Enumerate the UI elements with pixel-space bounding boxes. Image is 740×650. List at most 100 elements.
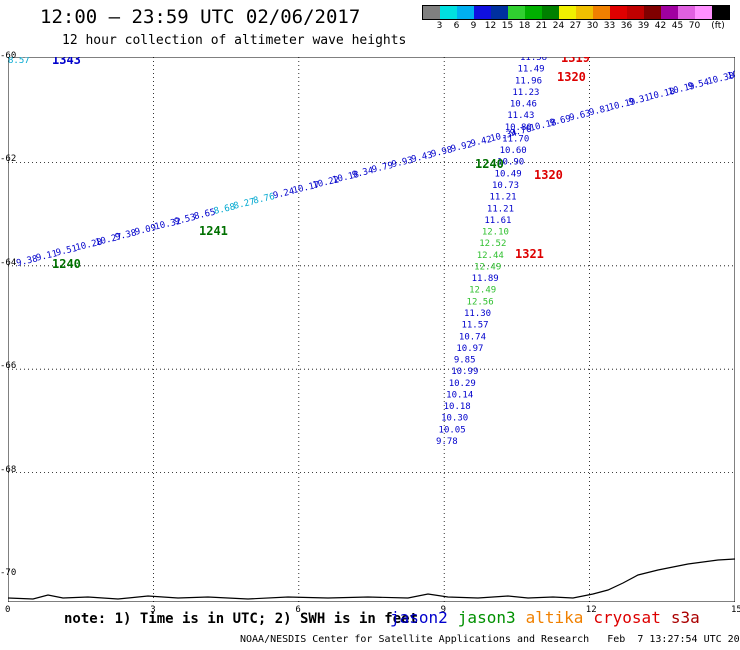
scale-tick-label: 45 [671,21,684,31]
swh-value: 8.65 [193,208,216,223]
swh-value: 11.21 [489,193,516,203]
swh-value: 9.78 [436,437,458,447]
x-tick-label: 9 [440,605,447,615]
map-title: 12:00 — 23:59 UTC 02/06/2017 [40,6,361,28]
swh-value: 10.90 [497,158,524,168]
pass-time-label: 1319 [561,57,590,65]
scale-tick-label: 21 [535,21,548,31]
scale-tick-label: 27 [569,21,582,31]
swh-value: 9.38 [114,228,137,243]
swh-value: 9.53 [173,213,196,228]
swh-value: 11.70 [502,134,529,144]
scale-swatch [695,6,712,19]
pass-time-label: 1240 [475,157,504,171]
legend-s3a: s3a [670,608,700,627]
swh-value: 9.76 [509,124,532,139]
swh-value: 10.18 [444,402,471,412]
color-scale-bar [422,5,730,20]
scale-tick-label: 33 [603,21,616,31]
swh-value: 11.30 [464,309,491,319]
swh-value: 9.11 [35,249,58,264]
x-tick-label: 3 [150,605,156,615]
scale-swatch [491,6,508,19]
swh-value: 12.49 [469,286,496,296]
legend-jason3: jason3 [457,608,516,627]
scale-swatch [440,6,457,19]
swh-value: 9.34 [351,166,374,181]
legend-jason2: jason2 [390,608,448,627]
swh-value: 10.80 [505,123,532,133]
swh-value: 11.23 [512,88,539,98]
scale-tick-label: 42 [654,21,667,31]
swh-value: 9.24 [272,187,295,202]
swh-value: 8.57 [8,57,30,66]
swh-value: 11.61 [484,216,511,226]
color-scale-labels: 3 6 9 12 15 18 21 24 27 30 33 36 39 42 45 70 (ft) [422,20,730,34]
swh-value: 12.49 [474,262,501,272]
swh-value: 11.57 [461,321,488,331]
scale-tick-label: 30 [586,21,599,31]
swh-value: 8.27 [233,197,256,212]
swh-value: 8.76 [252,192,275,207]
map-frame [8,57,735,602]
map-grid [8,57,735,602]
scale-swatch [712,6,729,19]
altimeter-map: 8.579.389.119.5110.2810.279.389.0910.329… [8,57,735,602]
swh-value: 12.10 [482,228,509,238]
swh-value: 9.63 [568,109,591,124]
wave-height-color-scale: 3 6 9 12 15 18 21 24 27 30 33 36 39 42 45 70 (ft) [422,5,730,34]
swh-value: 10.73 [492,181,519,191]
pass-time-label: 1241 [199,224,228,238]
map-subtitle: 12 hour collection of altimeter wave hei… [62,33,407,48]
scale-swatch [559,6,576,19]
swh-value: 9.42 [470,135,493,150]
swh-value: 10.97 [456,344,483,354]
x-tick-label: 12 [585,605,597,615]
swh-value: 9.43 [410,150,433,165]
swh-value: 12.56 [467,297,494,307]
scale-swatch [661,6,678,19]
swh-value: 9.09 [134,223,157,238]
scale-swatch [678,6,695,19]
scale-tick-label: 3 [436,21,443,31]
x-tick-label: 15 [731,605,740,615]
antarctic-coastline [8,558,735,600]
legend-altika: altika [525,608,584,627]
scale-swatch [644,6,661,19]
pass-time-label: 1240 [52,257,81,271]
scale-tick-label: 24 [552,21,565,31]
swh-value: 11.58 [520,57,547,63]
scale-swatch [593,6,610,19]
scale-swatch [610,6,627,19]
swh-value: 11.96 [515,76,542,86]
swh-value: 10.14 [446,390,473,400]
swh-value: 9.69 [549,114,572,129]
scale-swatch [474,6,491,19]
scale-tick-label: 39 [637,21,650,31]
units-note: note: 1) Time is in UTC; 2) SWH is in fe… [64,611,419,627]
swh-value: 10.74 [459,332,486,342]
swh-value: 10.30 [441,414,468,424]
swh-value: 11.21 [487,204,514,214]
swh-value: 9.85 [454,356,476,366]
swh-value: 11.49 [517,65,544,75]
altimeter-tracks: 8.579.389.119.5110.2810.279.389.0910.329… [8,57,735,447]
legend-cryosat: cryosat [593,608,661,627]
swh-value: 9.79 [371,161,394,176]
scale-unit-label: (ft) [711,21,725,31]
swh-value: 12.52 [479,239,506,249]
swh-value: 9.92 [450,140,473,155]
swh-value: 10.29 [449,379,476,389]
swh-value: 10.60 [500,146,527,156]
scale-swatch [423,6,440,19]
swh-value: 10.49 [495,169,522,179]
scale-swatch [542,6,559,19]
swh-value: 11.43 [507,111,534,121]
swh-value: 11.89 [472,274,499,284]
scale-tick-label: 36 [620,21,633,31]
swh-value: 9.93 [391,156,414,171]
scale-tick-label: 6 [453,21,460,31]
x-tick-label: 0 [5,605,11,615]
swh-value: 9.51 [55,244,78,259]
scale-swatch [576,6,593,19]
